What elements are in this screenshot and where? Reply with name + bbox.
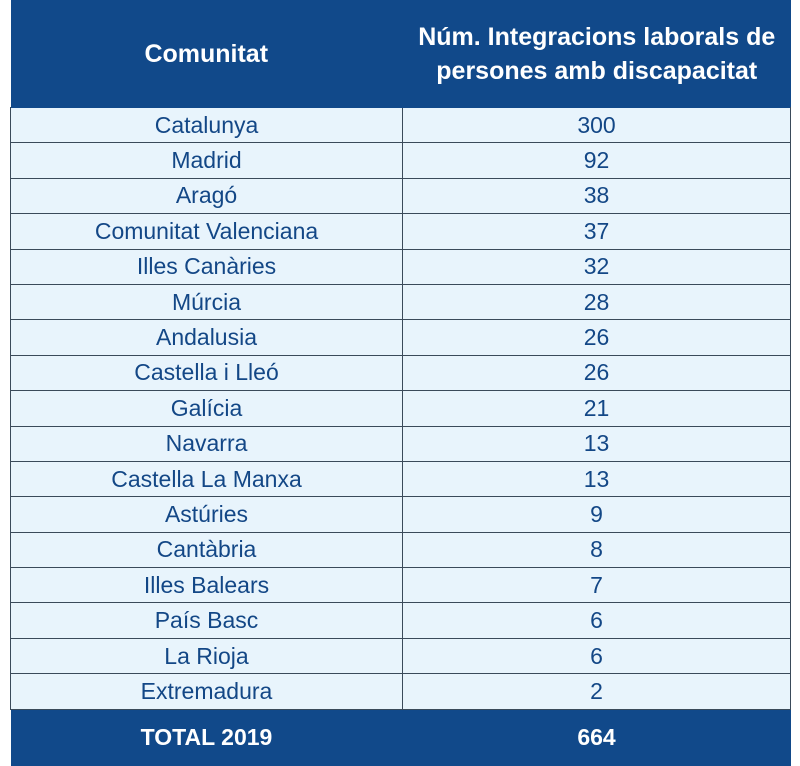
table-row: País Basc 6 — [10, 602, 791, 639]
count-cell: 37 — [402, 213, 791, 250]
table-row: Astúries 9 — [10, 496, 791, 533]
region-cell: Comunitat Valenciana — [10, 213, 403, 250]
table-row: Comunitat Valenciana 37 — [10, 213, 791, 250]
region-cell: Catalunya — [10, 106, 403, 143]
total-label: TOTAL 2019 — [10, 708, 403, 766]
header-integrations: Núm. Integracions laborals de persones a… — [402, 0, 791, 108]
table-row: Castella La Manxa 13 — [10, 460, 791, 497]
table-row: Castella i Lleó 26 — [10, 354, 791, 391]
region-cell: Astúries — [10, 496, 403, 533]
region-cell: Cantàbria — [10, 531, 403, 568]
table-row: Madrid 92 — [10, 142, 791, 179]
header-comunitat: Comunitat — [10, 0, 403, 108]
count-cell: 13 — [402, 460, 791, 497]
count-cell: 6 — [402, 602, 791, 639]
region-cell: Múrcia — [10, 283, 403, 320]
region-cell: Castella i Lleó — [10, 354, 403, 391]
header-row: Comunitat Núm. Integracions laborals de … — [10, 0, 791, 108]
table-row: Illes Canàries 32 — [10, 248, 791, 285]
region-cell: Andalusia — [10, 319, 403, 356]
table-row: Múrcia 28 — [10, 283, 791, 320]
table-body: Catalunya 300 Madrid 92 Aragó 38 Comunitat Val… — [10, 106, 791, 710]
count-cell: 26 — [402, 319, 791, 356]
count-cell: 8 — [402, 531, 791, 568]
table-row: Aragó 38 — [10, 177, 791, 214]
table-row: Illes Balears 7 — [10, 567, 791, 603]
region-cell: Illes Balears — [10, 567, 403, 603]
region-cell: La Rioja — [10, 637, 403, 674]
count-cell: 21 — [402, 390, 791, 427]
count-cell: 300 — [402, 106, 791, 143]
table-row: Extremadura 2 — [10, 673, 791, 710]
count-cell: 28 — [402, 283, 791, 320]
region-cell: Aragó — [10, 177, 403, 214]
table-row: Navarra 13 — [10, 425, 791, 462]
count-cell: 38 — [402, 177, 791, 214]
count-cell: 32 — [402, 248, 791, 285]
count-cell: 92 — [402, 142, 791, 179]
count-cell: 2 — [402, 673, 791, 710]
count-cell: 7 — [402, 567, 791, 603]
count-cell: 26 — [402, 354, 791, 391]
count-cell: 13 — [402, 425, 791, 462]
table-footer: TOTAL 2019 664 — [10, 708, 791, 766]
region-cell: Castella La Manxa — [10, 460, 403, 497]
region-cell: Illes Canàries — [10, 248, 403, 285]
table-row: Cantàbria 8 — [10, 531, 791, 568]
region-cell: Navarra — [10, 425, 403, 462]
integrations-table: Comunitat Núm. Integracions laborals de … — [10, 0, 791, 766]
table-row: Andalusia 26 — [10, 319, 791, 356]
count-cell: 6 — [402, 637, 791, 674]
table-row: La Rioja 6 — [10, 637, 791, 674]
table-row: Catalunya 300 — [10, 106, 791, 143]
count-cell: 9 — [402, 496, 791, 533]
table-row: Galícia 21 — [10, 390, 791, 427]
region-cell: Madrid — [10, 142, 403, 179]
region-cell: Galícia — [10, 390, 403, 427]
region-cell: País Basc — [10, 602, 403, 639]
total-row: TOTAL 2019 664 — [10, 708, 791, 766]
region-cell: Extremadura — [10, 673, 403, 710]
table-header: Comunitat Núm. Integracions laborals de … — [10, 0, 791, 108]
total-value: 664 — [402, 708, 791, 766]
